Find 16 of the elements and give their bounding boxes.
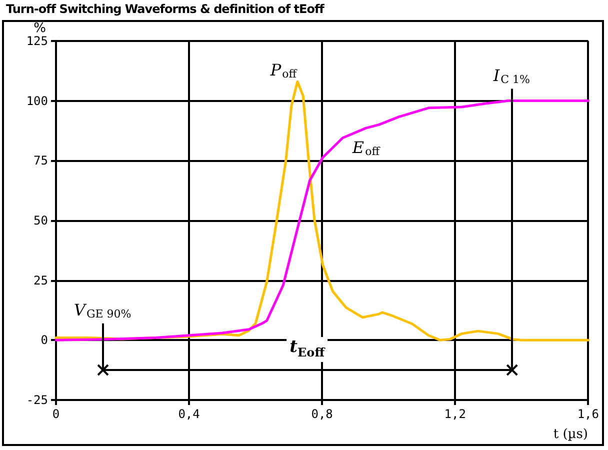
y-tick-label: 125 [26, 34, 48, 48]
x-tick-label: 0 [52, 407, 60, 421]
x-tick-label: 0,8 [311, 407, 333, 421]
y-tick-label: 50 [34, 213, 48, 228]
y-tick-label: -25 [26, 393, 48, 407]
y-tick-label: 100 [26, 94, 48, 108]
y-tick-label: 25 [34, 273, 48, 288]
x-tick-label: 0,4 [178, 407, 200, 421]
x-axis-title: t (µs) [553, 427, 588, 442]
y-tick-label: 0 [40, 333, 48, 348]
y-tick-label: 75 [34, 154, 48, 168]
x-tick-label: 1,6 [577, 407, 600, 421]
x-tick-label: 1,2 [444, 407, 466, 421]
y-axis-title: % [34, 21, 46, 36]
chart-title: Turn-off Switching Waveforms & definition of tEoff [6, 2, 324, 16]
annotation: t$_{Eoff}$ [290, 336, 325, 359]
